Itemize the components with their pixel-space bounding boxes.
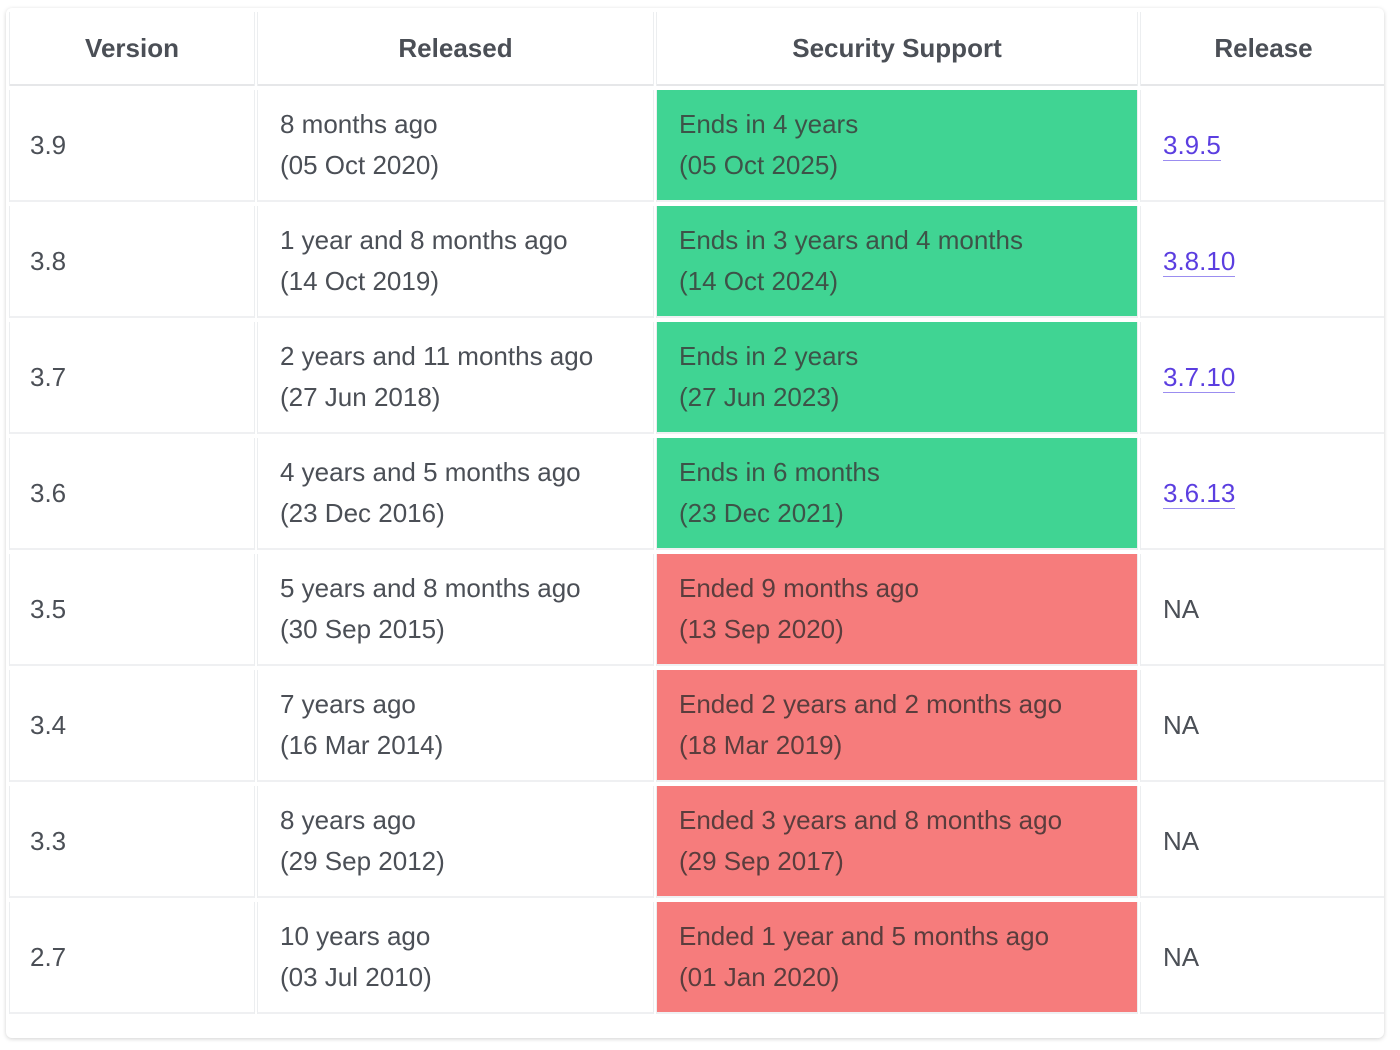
release-link[interactable]: 3.7.10 xyxy=(1163,361,1236,393)
release-cell: NA xyxy=(1141,786,1384,898)
release-cell: NA xyxy=(1141,902,1384,1014)
support-date: (27 Jun 2023) xyxy=(679,382,840,412)
table-row: 3.4 7 years ago (16 Mar 2014) Ended 2 years… xyxy=(10,670,1384,782)
table-row: 3.5 5 years and 8 months ago (30 Sep 2015)… xyxy=(10,554,1384,666)
header-released[interactable]: Released xyxy=(258,12,653,86)
released-cell: 8 months ago (05 Oct 2020) xyxy=(258,90,653,202)
released-date: (14 Oct 2019) xyxy=(280,266,439,296)
release-na: NA xyxy=(1163,941,1200,972)
released-cell: 5 years and 8 months ago (30 Sep 2015) xyxy=(258,554,653,666)
version-cell: 3.9 xyxy=(10,90,254,202)
release-na: NA xyxy=(1163,709,1200,740)
released-cell: 4 years and 5 months ago (23 Dec 2016) xyxy=(258,438,653,550)
release-na: NA xyxy=(1163,593,1200,624)
support-relative: Ended 9 months ago xyxy=(679,573,919,603)
security-support-active-cell: Ends in 3 years and 4 months (14 Oct 2024… xyxy=(657,206,1137,318)
support-date: (14 Oct 2024) xyxy=(679,266,838,296)
header-release[interactable]: Release xyxy=(1141,12,1384,86)
version-cell: 2.7 xyxy=(10,902,254,1014)
released-cell: 10 years ago (03 Jul 2010) xyxy=(258,902,653,1014)
support-relative: Ended 2 years and 2 months ago xyxy=(679,689,1063,719)
table-row: 3.6 4 years and 5 months ago (23 Dec 2016)… xyxy=(10,438,1384,550)
version-cell: 3.4 xyxy=(10,670,254,782)
released-relative: 2 years and 11 months ago xyxy=(280,341,594,371)
security-support-active-cell: Ends in 4 years (05 Oct 2025) xyxy=(657,90,1137,202)
version-cell: 3.8 xyxy=(10,206,254,318)
support-date: (18 Mar 2019) xyxy=(679,730,843,760)
release-cell: NA xyxy=(1141,670,1384,782)
table-header-row: Version Released Security Support Releas… xyxy=(10,12,1384,86)
release-na: NA xyxy=(1163,825,1200,856)
version-cell: 3.3 xyxy=(10,786,254,898)
released-cell: 2 years and 11 months ago (27 Jun 2018) xyxy=(258,322,653,434)
support-date: (23 Dec 2021) xyxy=(679,498,844,528)
table-row: 2.7 10 years ago (03 Jul 2010) Ended 1 year… xyxy=(10,902,1384,1014)
version-cell: 3.7 xyxy=(10,322,254,434)
security-support-active-cell: Ends in 6 months (23 Dec 2021) xyxy=(657,438,1137,550)
support-date: (29 Sep 2017) xyxy=(679,846,844,876)
released-date: (05 Oct 2020) xyxy=(280,150,439,180)
release-link[interactable]: 3.6.13 xyxy=(1163,477,1236,509)
release-cell[interactable]: 3.9.5 xyxy=(1141,90,1384,202)
support-relative: Ends in 2 years xyxy=(679,341,859,371)
support-relative: Ends in 3 years and 4 months xyxy=(679,225,1023,255)
support-relative: Ended 1 year and 5 months ago xyxy=(679,921,1050,951)
header-version[interactable]: Version xyxy=(10,12,254,86)
version-table-card: Version Released Security Support Releas… xyxy=(6,8,1384,1038)
support-date: (01 Jan 2020) xyxy=(679,962,840,992)
security-support-ended-cell: Ended 2 years and 2 months ago (18 Mar 20… xyxy=(657,670,1137,782)
table-row: 3.8 1 year and 8 months ago (14 Oct 2019) E… xyxy=(10,206,1384,318)
release-link[interactable]: 3.9.5 xyxy=(1163,129,1221,161)
released-relative: 10 years ago xyxy=(280,921,431,951)
security-support-ended-cell: Ended 9 months ago (13 Sep 2020) xyxy=(657,554,1137,666)
release-cell: NA xyxy=(1141,554,1384,666)
released-date: (03 Jul 2010) xyxy=(280,962,432,992)
version-cell: 3.5 xyxy=(10,554,254,666)
table-row: 3.9 8 months ago (05 Oct 2020) Ends in 4 ye… xyxy=(10,90,1384,202)
released-cell: 8 years ago (29 Sep 2012) xyxy=(258,786,653,898)
release-cell[interactable]: 3.6.13 xyxy=(1141,438,1384,550)
released-date: (30 Sep 2015) xyxy=(280,614,445,644)
released-relative: 8 months ago xyxy=(280,109,438,139)
security-support-active-cell: Ends in 2 years (27 Jun 2023) xyxy=(657,322,1137,434)
released-cell: 1 year and 8 months ago (14 Oct 2019) xyxy=(258,206,653,318)
support-date: (05 Oct 2025) xyxy=(679,150,838,180)
release-link[interactable]: 3.8.10 xyxy=(1163,245,1236,277)
released-date: (16 Mar 2014) xyxy=(280,730,444,760)
support-relative: Ended 3 years and 8 months ago xyxy=(679,805,1063,835)
released-relative: 1 year and 8 months ago xyxy=(280,225,568,255)
header-security-support[interactable]: Security Support xyxy=(657,12,1137,86)
released-date: (29 Sep 2012) xyxy=(280,846,445,876)
released-relative: 8 years ago xyxy=(280,805,416,835)
security-support-ended-cell: Ended 1 year and 5 months ago (01 Jan 202… xyxy=(657,902,1137,1014)
released-relative: 5 years and 8 months ago xyxy=(280,573,581,603)
support-relative: Ends in 4 years xyxy=(679,109,859,139)
released-date: (23 Dec 2016) xyxy=(280,498,445,528)
version-cell: 3.6 xyxy=(10,438,254,550)
release-cell[interactable]: 3.8.10 xyxy=(1141,206,1384,318)
released-cell: 7 years ago (16 Mar 2014) xyxy=(258,670,653,782)
support-date: (13 Sep 2020) xyxy=(679,614,844,644)
support-relative: Ends in 6 months xyxy=(679,457,880,487)
version-support-table: Version Released Security Support Releas… xyxy=(6,8,1384,1018)
released-relative: 7 years ago xyxy=(280,689,416,719)
release-cell[interactable]: 3.7.10 xyxy=(1141,322,1384,434)
table-body: 3.9 8 months ago (05 Oct 2020) Ends in 4 ye… xyxy=(10,90,1384,1014)
table-row: 3.3 8 years ago (29 Sep 2012) Ended 3 years… xyxy=(10,786,1384,898)
security-support-ended-cell: Ended 3 years and 8 months ago (29 Sep 20… xyxy=(657,786,1137,898)
released-date: (27 Jun 2018) xyxy=(280,382,441,412)
released-relative: 4 years and 5 months ago xyxy=(280,457,581,487)
table-row: 3.7 2 years and 11 months ago (27 Jun 2018… xyxy=(10,322,1384,434)
